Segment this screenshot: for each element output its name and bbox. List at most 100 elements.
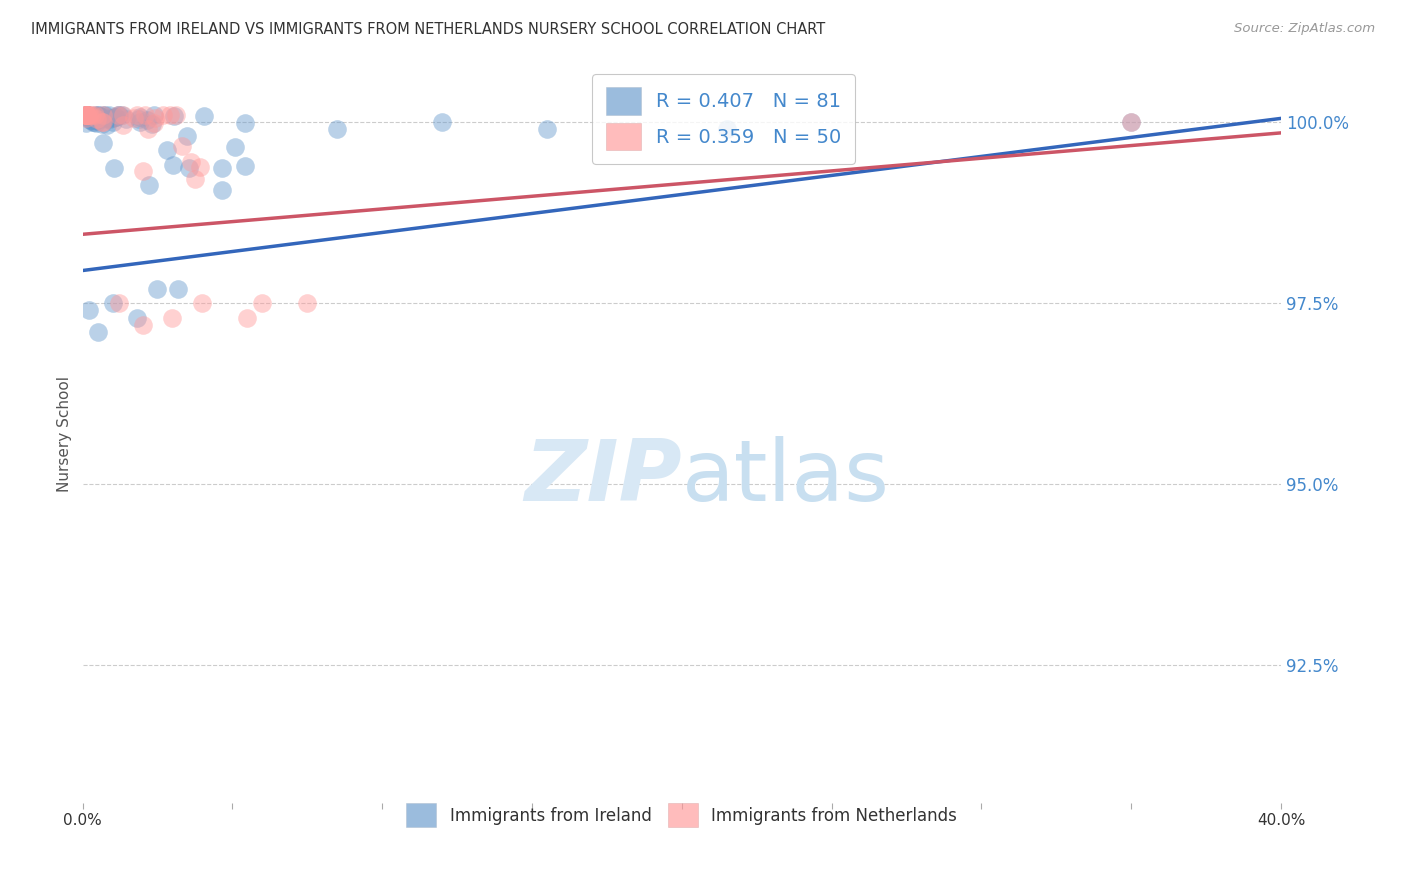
Point xyxy=(233,159,256,173)
Point xyxy=(138,178,160,193)
Y-axis label: Nursery School: Nursery School xyxy=(58,376,72,491)
Point xyxy=(89,111,111,125)
Point xyxy=(75,108,97,122)
Point xyxy=(103,115,125,129)
Point xyxy=(143,112,166,126)
Point xyxy=(79,109,101,123)
Point xyxy=(191,296,214,310)
Point xyxy=(86,109,108,123)
Point xyxy=(1121,115,1143,129)
Point xyxy=(111,108,134,122)
Point xyxy=(297,296,319,310)
Point xyxy=(76,108,98,122)
Point xyxy=(430,115,453,129)
Point xyxy=(82,115,104,129)
Point xyxy=(75,108,97,122)
Point xyxy=(75,108,97,122)
Point xyxy=(233,116,256,130)
Point xyxy=(84,112,107,126)
Point xyxy=(224,140,246,154)
Point xyxy=(236,310,259,325)
Point xyxy=(124,112,146,126)
Point xyxy=(129,115,152,129)
Point xyxy=(83,110,105,124)
Point xyxy=(129,110,152,124)
Point xyxy=(103,161,125,175)
Point xyxy=(89,109,111,123)
Point xyxy=(104,110,127,124)
Point xyxy=(87,110,110,124)
Point xyxy=(159,108,181,122)
Point xyxy=(104,110,127,124)
Text: IMMIGRANTS FROM IRELAND VS IMMIGRANTS FROM NETHERLANDS NURSERY SCHOOL CORRELATIO: IMMIGRANTS FROM IRELAND VS IMMIGRANTS FR… xyxy=(31,22,825,37)
Point xyxy=(77,110,100,124)
Point xyxy=(163,109,186,123)
Point xyxy=(138,122,160,136)
Point xyxy=(93,108,115,122)
Point xyxy=(143,108,166,122)
Point xyxy=(89,109,111,123)
Point xyxy=(125,108,148,122)
Point xyxy=(75,108,97,122)
Point xyxy=(84,112,107,126)
Point xyxy=(141,117,163,131)
Point xyxy=(75,110,97,124)
Point xyxy=(97,111,120,125)
Point xyxy=(98,108,121,122)
Point xyxy=(76,108,98,122)
Point xyxy=(75,108,97,122)
Point xyxy=(77,303,100,318)
Point xyxy=(179,161,201,176)
Text: Source: ZipAtlas.com: Source: ZipAtlas.com xyxy=(1234,22,1375,36)
Point xyxy=(75,108,97,122)
Text: atlas: atlas xyxy=(682,436,890,519)
Point xyxy=(107,296,129,310)
Point xyxy=(716,122,738,136)
Point xyxy=(75,108,97,122)
Point xyxy=(83,112,105,127)
Point xyxy=(86,325,108,339)
Point xyxy=(184,172,207,186)
Point xyxy=(98,112,121,126)
Point xyxy=(77,108,100,122)
Point xyxy=(79,108,101,122)
Point xyxy=(93,136,115,150)
Point xyxy=(75,116,97,130)
Point xyxy=(91,108,114,122)
Point xyxy=(107,108,129,122)
Point xyxy=(211,183,233,197)
Point xyxy=(167,282,190,296)
Point xyxy=(193,109,215,123)
Point xyxy=(180,155,202,169)
Point xyxy=(83,115,105,129)
Point xyxy=(87,108,110,122)
Point xyxy=(86,115,108,129)
Point xyxy=(75,108,97,122)
Point xyxy=(131,318,153,332)
Point xyxy=(536,122,558,136)
Point xyxy=(86,108,108,122)
Point xyxy=(176,129,198,144)
Text: ZIP: ZIP xyxy=(524,436,682,519)
Point xyxy=(90,112,112,126)
Point xyxy=(76,108,98,122)
Point xyxy=(165,108,187,122)
Point xyxy=(79,113,101,128)
Point xyxy=(80,110,103,124)
Point xyxy=(132,164,155,178)
Point xyxy=(86,112,108,126)
Point xyxy=(76,108,98,122)
Point xyxy=(143,116,166,130)
Point xyxy=(252,296,274,310)
Point xyxy=(211,161,233,176)
Point xyxy=(90,115,112,129)
Point xyxy=(76,109,98,123)
Point xyxy=(135,112,157,127)
Point xyxy=(76,108,98,122)
Point xyxy=(91,114,114,128)
Point xyxy=(172,139,194,153)
Point xyxy=(83,112,105,127)
Point xyxy=(82,108,104,122)
Point xyxy=(125,310,148,325)
Point xyxy=(162,310,184,325)
